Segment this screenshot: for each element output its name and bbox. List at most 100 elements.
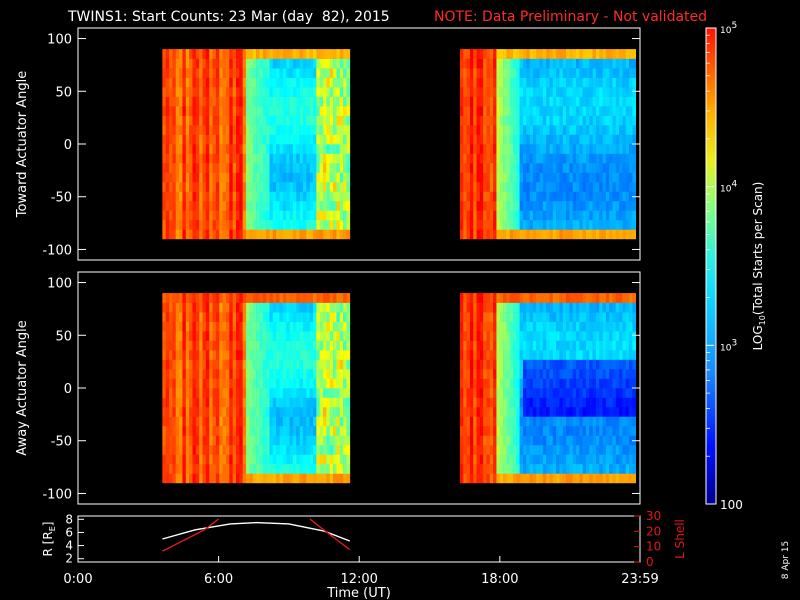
heatmap-cell xyxy=(539,293,544,303)
heatmap-cell xyxy=(309,463,314,474)
heatmap-cell xyxy=(182,219,187,230)
heatmap-cell xyxy=(339,454,344,465)
heatmap-cell xyxy=(549,144,554,154)
heatmap-cell xyxy=(592,312,597,322)
heatmap-cell xyxy=(316,463,320,474)
heatmap-cell xyxy=(546,359,550,370)
heatmap-cell xyxy=(286,293,290,303)
heatmap-cell xyxy=(225,77,230,88)
heatmap-cell xyxy=(319,463,324,474)
heatmap-cell xyxy=(566,96,570,107)
heatmap-cell xyxy=(622,359,627,370)
heatmap-cell xyxy=(272,134,277,145)
heatmap-cell xyxy=(466,219,471,230)
heatmap-cell xyxy=(212,162,217,173)
heatmap-cell xyxy=(229,359,233,370)
heatmap-cell xyxy=(625,115,630,126)
heatmap-cell xyxy=(165,115,170,126)
heatmap-cell xyxy=(513,378,517,389)
heatmap-cell xyxy=(589,210,593,221)
heatmap-cell xyxy=(629,293,633,303)
heatmap-cell xyxy=(469,406,474,417)
heatmap-cell xyxy=(276,229,280,240)
heatmap-cell xyxy=(576,302,580,313)
heatmap-cell xyxy=(279,106,284,116)
heatmap-cell xyxy=(499,302,504,313)
heatmap-cell xyxy=(339,369,344,379)
heatmap-cell xyxy=(336,331,341,341)
heatmap-cell xyxy=(282,134,287,145)
heatmap-cell xyxy=(572,331,577,341)
heatmap-cell xyxy=(333,87,337,97)
heatmap-cell xyxy=(306,115,310,126)
heatmap-cell xyxy=(569,106,574,116)
heatmap-cell xyxy=(592,153,597,164)
heatmap-cell xyxy=(556,200,560,211)
heatmap-cell xyxy=(595,219,600,230)
heatmap-cell xyxy=(309,444,314,455)
heatmap-cell xyxy=(316,293,320,303)
heatmap-cell xyxy=(572,397,577,408)
heatmap-cell xyxy=(222,331,227,341)
heatmap-cell xyxy=(236,444,240,455)
heatmap-cell xyxy=(246,77,250,88)
heatmap-cell xyxy=(466,87,471,97)
heatmap-cell xyxy=(202,200,207,211)
heatmap-cell xyxy=(632,293,637,303)
heatmap-cell xyxy=(279,181,284,192)
heatmap-cell xyxy=(266,388,270,398)
heatmap-cell xyxy=(276,134,280,145)
heatmap-cell xyxy=(559,473,564,484)
heatmap-cell xyxy=(229,106,233,116)
heatmap-cell xyxy=(605,58,610,69)
heatmap-cell xyxy=(503,312,507,322)
heatmap-cell xyxy=(622,463,627,474)
heatmap-cell xyxy=(179,331,183,341)
heatmap-cell xyxy=(219,229,223,240)
heatmap-cell xyxy=(509,388,514,398)
heatmap-cell xyxy=(323,463,327,474)
heatmap-cell xyxy=(569,144,574,154)
heatmap-cell xyxy=(282,200,287,211)
heatmap-cell xyxy=(165,473,170,484)
heatmap-cell xyxy=(592,378,597,389)
heatmap-cell xyxy=(252,229,257,240)
heatmap-cell xyxy=(192,200,197,211)
heatmap-cell xyxy=(276,369,280,379)
heatmap-cell xyxy=(612,77,617,88)
heatmap-cell xyxy=(169,77,173,88)
heatmap-cell xyxy=(329,350,334,360)
heatmap-cell xyxy=(292,115,297,126)
heatmap-cell xyxy=(572,378,577,389)
heatmap-cell xyxy=(572,406,577,417)
heatmap-cell xyxy=(466,96,471,107)
heatmap-cell xyxy=(585,96,590,107)
heatmap-cell xyxy=(529,134,534,145)
heatmap-cell xyxy=(229,369,233,379)
heatmap-cell xyxy=(592,172,597,183)
heatmap-cell xyxy=(236,340,240,351)
heatmap-cell xyxy=(466,406,471,417)
heatmap-cell xyxy=(336,134,341,145)
heatmap-cell xyxy=(215,229,220,240)
heatmap-cell xyxy=(289,115,294,126)
heatmap-cell xyxy=(323,200,327,211)
heatmap-cell xyxy=(522,359,527,370)
heatmap-cell xyxy=(262,397,267,408)
heatmap-cell xyxy=(326,144,331,154)
heatmap-cell xyxy=(215,58,220,69)
heatmap-cell xyxy=(259,425,264,436)
heatmap-cell xyxy=(549,106,554,116)
heatmap-cell xyxy=(595,454,600,465)
heatmap-cell xyxy=(336,87,341,97)
heatmap-cell xyxy=(629,77,633,88)
heatmap-cell xyxy=(549,416,554,427)
heatmap-cell xyxy=(562,388,567,398)
heatmap-cell xyxy=(195,388,200,398)
heatmap-cell xyxy=(329,473,334,484)
heatmap-cell xyxy=(466,68,471,78)
heatmap-cell xyxy=(242,435,247,446)
heatmap-cell xyxy=(599,153,603,164)
heatmap-cell xyxy=(499,369,504,379)
heatmap-cell xyxy=(466,444,471,455)
